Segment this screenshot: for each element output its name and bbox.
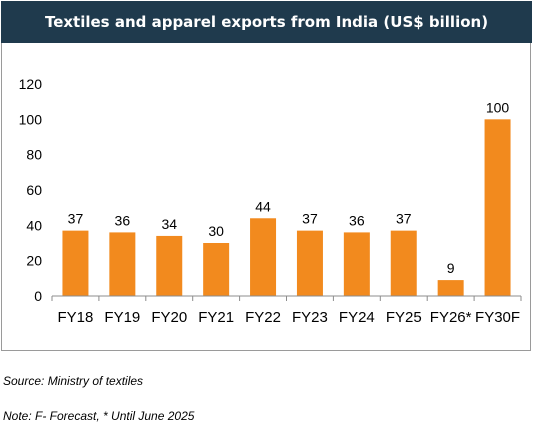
y-axis: 0 20 40 60 80 100 120 (19, 76, 43, 304)
bar-fy24 (343, 232, 370, 296)
x-tick-label: FY30F (475, 309, 520, 326)
y-tick-label: 120 (19, 76, 43, 92)
bar-fy18 (62, 230, 89, 296)
x-tick-label: FY26* (430, 309, 472, 326)
bar-fy26 (437, 280, 464, 296)
x-tick-label: FY21 (198, 309, 234, 326)
x-tick-label: FY25 (386, 309, 422, 326)
bar-fy22 (250, 218, 277, 296)
x-tick-label: FY18 (58, 309, 94, 326)
y-tick-label: 40 (26, 217, 42, 233)
data-label: 9 (447, 260, 455, 276)
x-tick-label: FY20 (151, 309, 187, 326)
data-label: 37 (302, 211, 318, 227)
source-note: Source: Ministry of textiles (3, 374, 144, 388)
data-label: 36 (349, 212, 365, 228)
bar-fy20 (156, 235, 183, 296)
y-tick-label: 80 (26, 147, 42, 163)
bar-fy21 (203, 243, 230, 296)
bars: 37 36 34 30 44 37 36 37 9 100 (62, 99, 511, 296)
x-tick-label: FY24 (339, 309, 375, 326)
data-label: 44 (255, 198, 271, 214)
chart-title: Textiles and apparel exports from India … (1, 1, 532, 43)
x-tick-label: FY22 (245, 309, 281, 326)
data-label: 36 (115, 212, 131, 228)
bar-fy25 (390, 230, 417, 296)
y-tick-label: 100 (19, 111, 43, 127)
bar-fy19 (109, 232, 136, 296)
y-tick-label: 60 (26, 182, 42, 198)
y-tick-label: 0 (34, 288, 42, 304)
y-tick-label: 20 (26, 253, 42, 269)
bar-fy30f (484, 119, 511, 296)
data-label: 100 (486, 99, 510, 115)
bar-fy23 (296, 230, 323, 296)
x-axis: FY18 FY19 FY20 FY21 FY22 FY23 FY24 FY25 FY26* FY3… (51, 295, 522, 326)
data-label: 30 (208, 223, 224, 239)
data-label: 37 (68, 211, 84, 227)
data-label: 34 (161, 216, 177, 232)
forecast-note: Note: F- Forecast, * Until June 2025 (3, 409, 195, 423)
data-label: 37 (396, 211, 412, 227)
x-tick-label: FY19 (104, 309, 140, 326)
x-tick-label: FY23 (292, 309, 328, 326)
chart-frame (1, 43, 531, 351)
